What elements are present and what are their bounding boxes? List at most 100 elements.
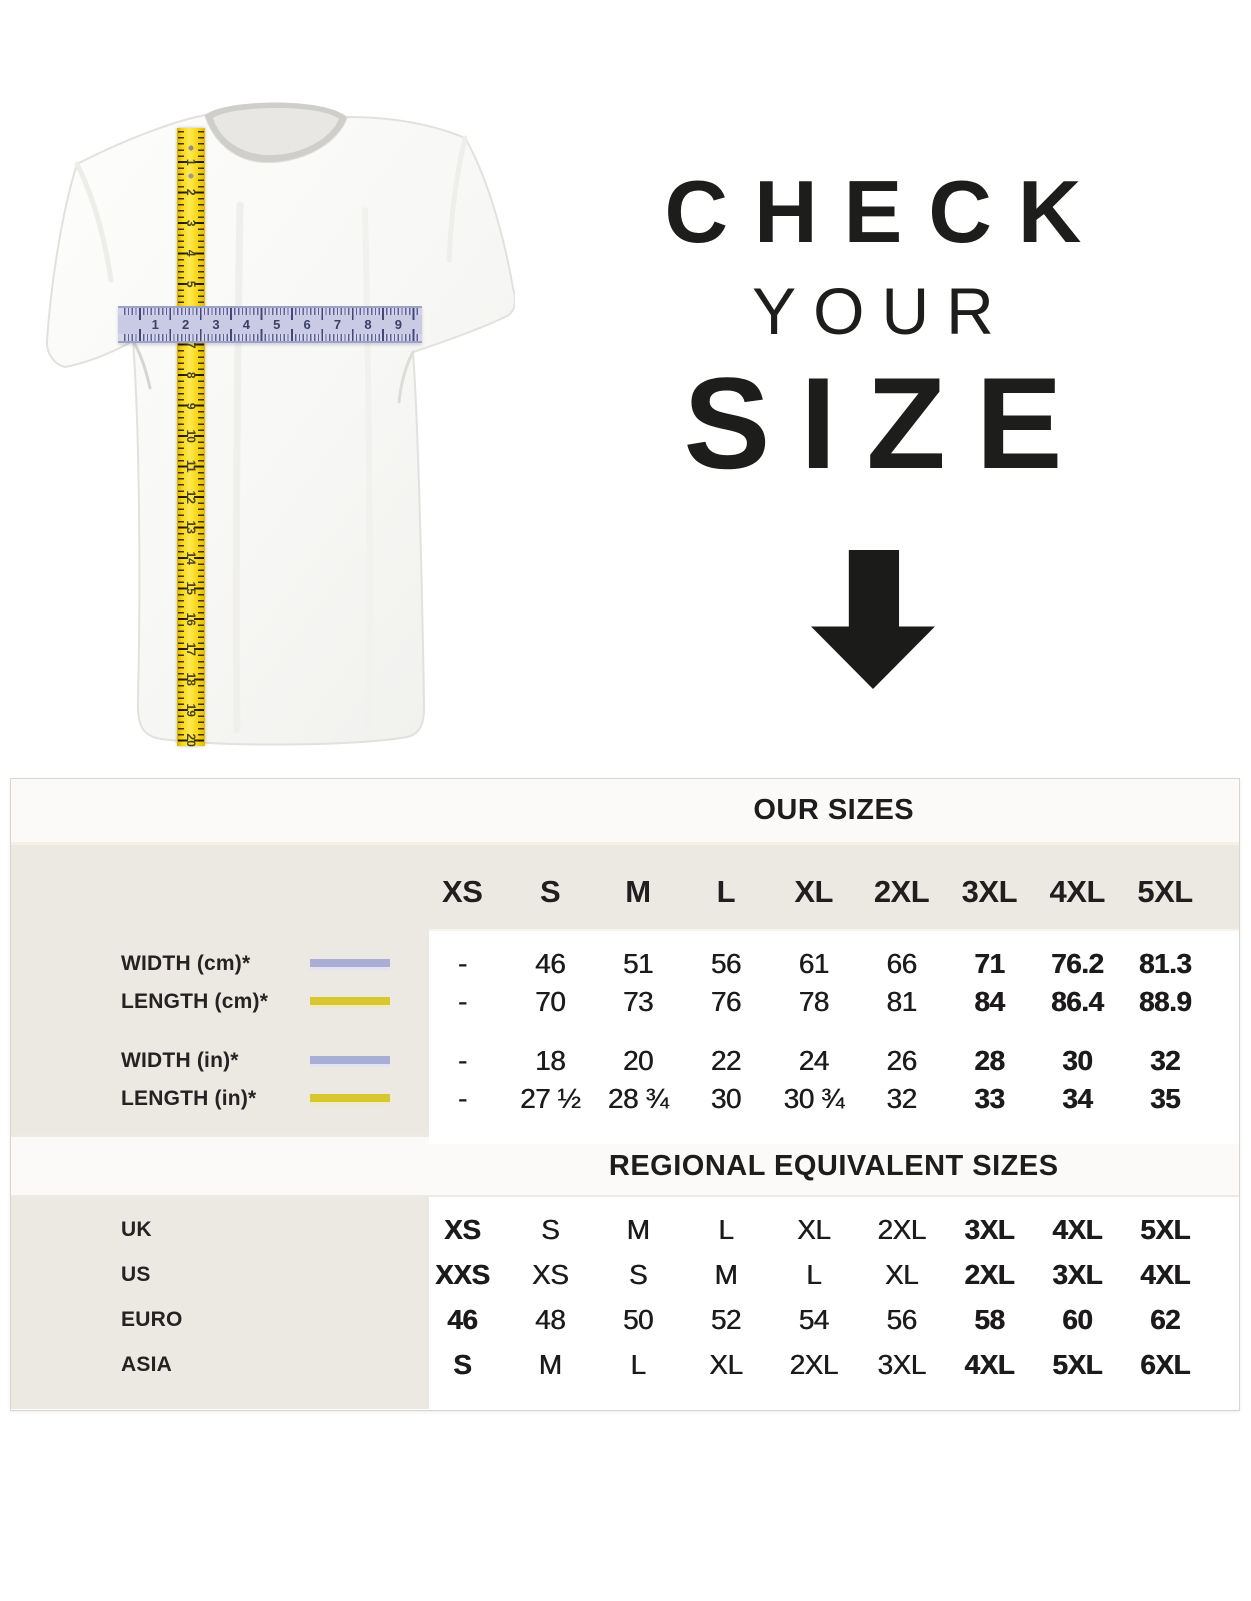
tape-number: 5 (184, 280, 198, 288)
tape-number: 19 (184, 703, 198, 717)
our-sizes-title: OUR SIZES (753, 794, 915, 826)
table-cell: 58 (974, 1303, 1005, 1335)
row-label: ASIA (121, 1352, 172, 1376)
size-column-label: 2XL (873, 874, 930, 909)
table-cell: 56 (886, 1303, 917, 1335)
table-cell: 84 (974, 986, 1005, 1017)
table-cell: 71 (974, 948, 1005, 979)
tape-number: 16 (184, 612, 198, 626)
tape-number: 18 (184, 672, 198, 687)
table-cell: 35 (1149, 1083, 1181, 1114)
table-row-euro: EURO 46 48 50 52 54 56 58 60 62 (11, 1297, 1239, 1342)
ruler-numbers: 1 2 3 4 5 6 7 8 9 (140, 306, 422, 343)
table-cell: 28 (974, 1045, 1005, 1076)
table-cell: 5XL (1052, 1348, 1103, 1380)
table-cell: 46 (447, 1303, 478, 1335)
table-cell: 73 (622, 986, 654, 1017)
tshirt-illustration: 1234567891011121314151617181920 12345678… (35, 90, 515, 755)
table-cell: 76 (710, 986, 742, 1017)
table-cell: XS (531, 1258, 569, 1290)
row-label: US (121, 1262, 151, 1286)
tape-number: 9 (184, 402, 198, 410)
table-cell: 66 (886, 948, 917, 979)
size-columns-header: XS S M L XL 2XL 3XL 4XL 5XL (11, 845, 1239, 929)
down-arrow-icon (811, 550, 935, 689)
headline-size: SIZE (683, 350, 1093, 496)
tape-number: 3 (184, 219, 198, 227)
tape-number: 1 (184, 158, 198, 166)
table-cell: 2XL (789, 1348, 838, 1380)
size-column-label: S (539, 874, 561, 909)
table-cell: 26 (886, 1045, 917, 1076)
table-cell: - (457, 986, 467, 1017)
ruler-number: 1 (151, 317, 159, 332)
size-column-label: 5XL (1137, 874, 1193, 909)
table-cell: 51 (622, 948, 654, 979)
table-cell: L (718, 1213, 734, 1245)
table-cell: S (453, 1348, 472, 1380)
table-cell: 4XL (1052, 1213, 1103, 1245)
regional-section: UK XS S M L XL 2XL 3XL 4XL 5XL US XXS XS S M L XL 2XL 3… (11, 1197, 1239, 1409)
table-cell: 32 (886, 1083, 917, 1114)
ruler-number: 8 (364, 317, 372, 332)
tape-major-ticks (178, 161, 188, 746)
table-cell: 24 (798, 1045, 830, 1076)
ruler-number: 7 (333, 317, 342, 332)
size-chart-table: OUR SIZES XS S M L XL 2XL 3XL 4XL 5XL WIDTH (cm)… (10, 778, 1240, 1411)
table-cell: S (628, 1258, 648, 1290)
length-swatch-icon (310, 996, 391, 1008)
ruler-number: 3 (212, 317, 220, 332)
headline-your: YOUR (752, 274, 1011, 348)
table-cell: 50 (622, 1303, 654, 1335)
row-label: WIDTH (in)* (121, 1049, 239, 1072)
table-cell: XL (884, 1258, 919, 1290)
tape-number: 8 (184, 371, 198, 379)
hero-section: 1234567891011121314151617181920 12345678… (0, 0, 1251, 778)
table-cell: 30 (1062, 1045, 1093, 1076)
table-cell: 81.3 (1138, 948, 1192, 979)
table-cell: XS (444, 1213, 481, 1245)
tape-number: 4 (184, 250, 198, 257)
size-column-label: XL (794, 874, 833, 909)
table-cell: 27 ½ (519, 1083, 581, 1114)
regional-sizes-title: REGIONAL EQUIVALENT SIZES (608, 1149, 1059, 1182)
table-cell: 78 (798, 986, 830, 1017)
table-cell: 81 (886, 986, 917, 1017)
tape-number: 11 (184, 460, 198, 473)
row-label: UK (121, 1217, 152, 1241)
size-column-label: M (625, 874, 651, 909)
vertical-tape-measure: 1234567891011121314151617181920 (177, 128, 205, 747)
table-cell: 2XL (877, 1213, 926, 1245)
table-cell: - (457, 1083, 467, 1114)
table-cell: 4XL (964, 1348, 1015, 1380)
table-cell: - (457, 948, 467, 979)
table-cell: 62 (1149, 1303, 1181, 1335)
table-cell: 3XL (964, 1213, 1015, 1245)
table-cell: 48 (535, 1303, 566, 1335)
regional-sizes-band: REGIONAL EQUIVALENT SIZES (11, 1135, 1239, 1197)
tape-number: 10 (184, 429, 198, 443)
table-row-length-in: LENGTH (in)* - 27 ½ 28 ¾ 30 30 ¾ 32 33 34 35 (11, 1080, 1239, 1118)
tape-number: 15 (184, 581, 198, 596)
table-cell: 30 (710, 1083, 742, 1114)
table-cell: 22 (710, 1045, 742, 1076)
width-swatch-icon (310, 958, 391, 970)
size-column-label: XS (442, 874, 483, 909)
headline: CHECK YOUR SIZE (618, 168, 1128, 689)
tape-number: 17 (184, 642, 198, 656)
table-cell: 56 (710, 948, 742, 979)
headline-check: CHECK (664, 162, 1108, 261)
ruler-number: 6 (303, 317, 311, 332)
size-column-label: 4XL (1049, 874, 1106, 909)
measurements-section: XS S M L XL 2XL 3XL 4XL 5XL WIDTH (cm)* - 46 51 56 6… (11, 845, 1239, 1144)
table-row-asia: ASIA S M L XL 2XL 3XL 4XL 5XL 6XL (11, 1342, 1239, 1387)
table-cell: XL (797, 1213, 831, 1245)
table-row-width-cm: WIDTH (cm)* - 46 51 56 61 66 71 76.2 81.3 (11, 945, 1239, 983)
table-cell: 3XL (1052, 1258, 1103, 1290)
table-cell: L (630, 1348, 646, 1380)
table-row-width-in: WIDTH (in)* - 18 20 22 24 26 28 30 32 (11, 1042, 1239, 1080)
table-cell: 18 (535, 1045, 566, 1076)
table-cell: L (806, 1258, 822, 1290)
table-cell: 3XL (877, 1348, 926, 1380)
tshirt-collar-inner (213, 108, 339, 156)
